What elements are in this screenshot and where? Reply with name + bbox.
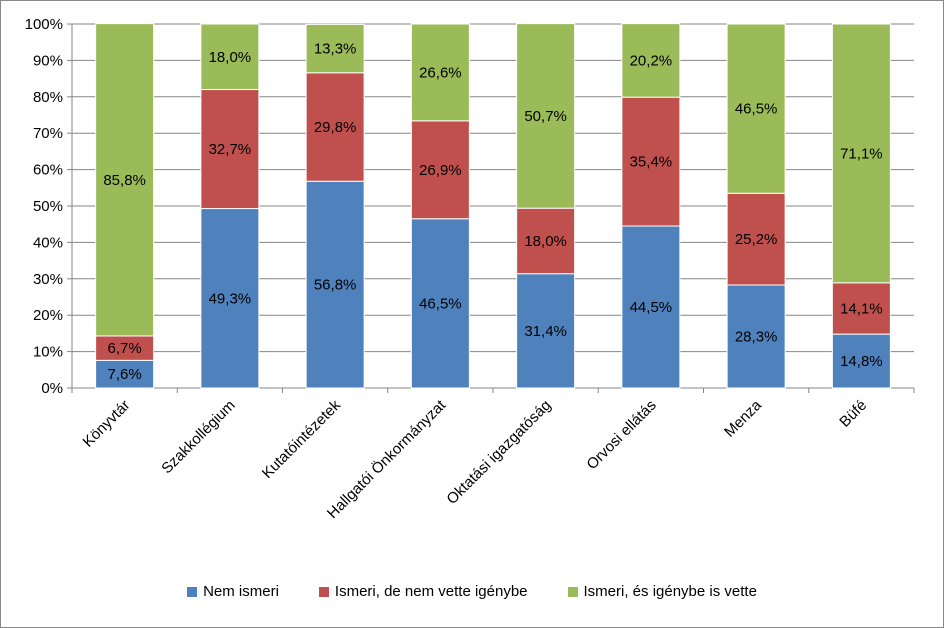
data-label: 29,8%: [314, 119, 357, 136]
data-label: 18,0%: [524, 233, 567, 250]
category-label: Oktatási igazgatóság: [443, 397, 554, 508]
bar-segment-2: [305, 23, 365, 74]
y-tick-label: 50%: [33, 198, 63, 215]
data-label: 20,2%: [630, 52, 673, 69]
bar-segment-1: [516, 207, 576, 275]
bar-segment-0: [516, 273, 576, 389]
data-label: 14,8%: [840, 353, 883, 370]
data-label: 56,8%: [314, 277, 357, 294]
bar-segment-2: [726, 23, 786, 194]
data-label: 25,2%: [735, 231, 778, 248]
bar-segment-1: [200, 89, 260, 210]
data-label: 28,3%: [735, 328, 778, 345]
category-label: Kutatóintézetek: [259, 396, 344, 481]
data-label: 6,7%: [108, 340, 142, 357]
data-label: 31,4%: [524, 323, 567, 340]
bar-segment-2: [410, 23, 470, 122]
bar-segment-1: [95, 335, 155, 361]
data-label: 13,3%: [314, 41, 357, 58]
category-label: Könyvtár: [80, 397, 134, 451]
legend-item-ismeri-vette: Ismeri, és igénybe is vette: [567, 583, 757, 600]
bar-segment-2: [95, 23, 155, 337]
legend-item-ismeri-nem-vette: Ismeri, de nem vette igénybe: [318, 583, 528, 600]
bar-segment-0: [95, 359, 155, 389]
bar-segment-0: [410, 218, 470, 389]
data-label: 85,8%: [103, 172, 146, 189]
category-label: Büfé: [836, 397, 870, 431]
data-label: 46,5%: [735, 101, 778, 118]
category-label: Szakkollégium: [158, 397, 238, 477]
data-label: 26,6%: [419, 64, 462, 81]
legend-label-nem-ismeri: Nem ismeri: [203, 583, 279, 600]
data-label: 50,7%: [524, 108, 567, 125]
bar-segment-0: [305, 180, 365, 389]
y-tick-label: 40%: [33, 234, 63, 251]
y-tick-label: 80%: [33, 89, 63, 106]
data-label: 32,7%: [209, 141, 252, 158]
y-tick-label: 20%: [33, 307, 63, 324]
legend-swatch-ismeri-vette: [567, 586, 578, 597]
bar-segment-2: [621, 23, 681, 98]
bar-segment-1: [726, 192, 786, 286]
y-tick-label: 90%: [33, 52, 63, 69]
data-label: 18,0%: [209, 49, 252, 66]
y-tick-label: 30%: [33, 271, 63, 288]
legend-swatch-ismeri-nem-vette: [318, 586, 329, 597]
bar-segment-0: [726, 284, 786, 389]
data-label: 49,3%: [209, 290, 252, 307]
bar-segment-1: [410, 120, 470, 220]
legend: Nem ismeri Ismeri, de nem vette igénybe …: [0, 583, 944, 600]
legend-label-ismeri-vette: Ismeri, és igénybe is vette: [583, 583, 757, 600]
data-label: 35,4%: [630, 154, 673, 171]
data-label: 14,1%: [840, 300, 883, 317]
bar-segment-2: [516, 23, 576, 209]
y-tick-label: 70%: [33, 125, 63, 142]
y-tick-label: 10%: [33, 344, 63, 361]
data-label: 44,5%: [630, 299, 673, 316]
bar-segment-1: [621, 96, 681, 227]
y-tick-label: 0%: [41, 380, 63, 397]
bar-segment-0: [200, 208, 260, 389]
category-label: Menza: [721, 396, 765, 440]
data-label: 26,9%: [419, 162, 462, 179]
legend-item-nem-ismeri: Nem ismeri: [187, 583, 279, 600]
bar-segment-1: [831, 282, 891, 335]
legend-label-ismeri-nem-vette: Ismeri, de nem vette igénybe: [334, 583, 528, 600]
data-label: 71,1%: [840, 145, 883, 162]
bar-segment-2: [200, 23, 260, 91]
stacked-bar-chart: 0% 10% 20% 30% 40% 50% 60% 70% 80% 90% 100% 7,6% 6,7…: [25, 16, 915, 523]
category-label: Orvosi ellátás: [583, 397, 659, 473]
data-label: 7,6%: [108, 366, 142, 383]
bar-segment-1: [305, 72, 365, 182]
y-tick-label: 60%: [33, 162, 63, 179]
category-label: Hallgatói Önkormányzat: [323, 396, 450, 523]
y-tick-label: 100%: [25, 16, 63, 33]
data-label: 46,5%: [419, 295, 462, 312]
legend-swatch-nem-ismeri: [187, 586, 198, 597]
bar-segment-2: [831, 23, 891, 284]
